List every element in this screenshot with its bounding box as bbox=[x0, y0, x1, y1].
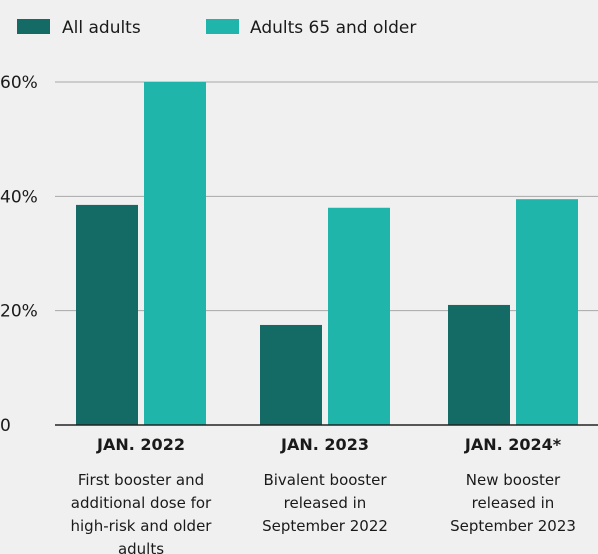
legend: All adults Adults 65 and older bbox=[17, 18, 416, 38]
category-label: JAN. 2023 bbox=[280, 435, 369, 454]
category-description-line: New booster bbox=[466, 471, 561, 489]
category-description-line: September 2023 bbox=[450, 517, 576, 535]
legend-swatch-2 bbox=[206, 19, 239, 34]
category-description-line: released in bbox=[284, 494, 367, 512]
bar-adults-65-plus-3 bbox=[516, 199, 578, 425]
bar-adults-65-plus-1 bbox=[144, 82, 206, 425]
y-tick-label: 0 bbox=[0, 416, 11, 436]
bar-all-adults-1 bbox=[76, 204, 138, 425]
legend-swatch-1 bbox=[17, 19, 50, 34]
category-description-line: adults bbox=[118, 540, 164, 554]
category-description-line: high-risk and older bbox=[71, 517, 213, 535]
category-description-line: additional dose for bbox=[71, 494, 212, 512]
y-tick-label: 60% bbox=[0, 73, 38, 93]
bars bbox=[76, 82, 578, 425]
bar-all-adults-2 bbox=[260, 324, 322, 425]
legend-label-1: All adults bbox=[62, 18, 141, 38]
category-description-line: September 2022 bbox=[262, 517, 388, 535]
x-axis: JAN. 2022 First booster and additional dos… bbox=[55, 424, 598, 554]
bar-adults-65-plus-2 bbox=[328, 207, 390, 425]
category-description-line: First booster and bbox=[78, 471, 204, 489]
y-tick-label: 40% bbox=[0, 187, 38, 207]
category-description-line: Bivalent booster bbox=[263, 471, 387, 489]
category-description-line: released in bbox=[472, 494, 555, 512]
category-label: JAN. 2024* bbox=[464, 435, 562, 454]
y-axis: 0 20% 40% 60% bbox=[0, 73, 38, 436]
bar-all-adults-3 bbox=[448, 304, 510, 425]
legend-label-2: Adults 65 and older bbox=[250, 18, 416, 38]
category-label: JAN. 2022 bbox=[96, 435, 185, 454]
y-tick-label: 20% bbox=[0, 302, 38, 322]
